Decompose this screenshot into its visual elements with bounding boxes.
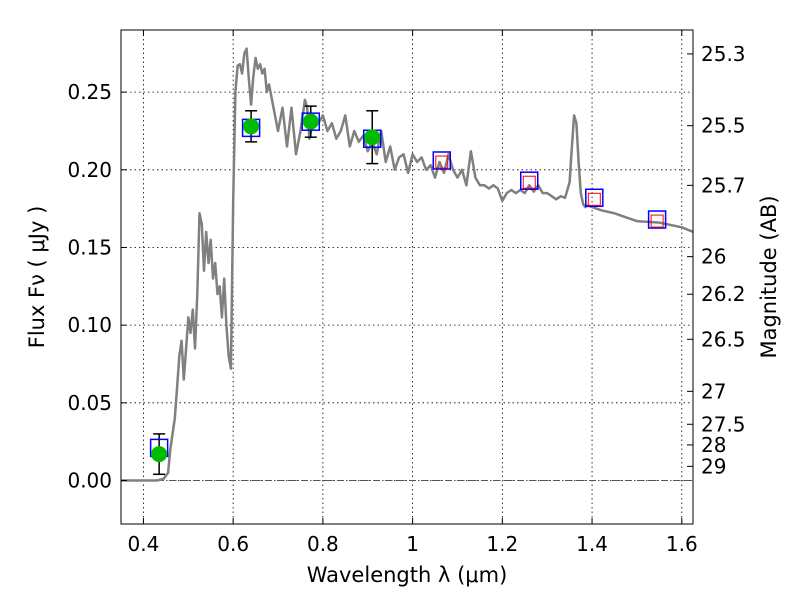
y2-tick-label: 25.7 <box>701 173 746 197</box>
y2-tick-label: 26 <box>701 245 726 269</box>
predicted-points <box>435 155 664 228</box>
x-tick-label: 1.6 <box>666 532 698 556</box>
y-tick-label: 0.10 <box>67 313 112 337</box>
x-tick-label: 0.4 <box>128 532 160 556</box>
y2-tick-label: 25.5 <box>701 114 746 138</box>
x-tick-label: 0.8 <box>307 532 339 556</box>
y2-tick-label: 27.5 <box>701 412 746 436</box>
x-axis-label: Wavelength λ (μm) <box>307 563 508 587</box>
observed-point <box>243 118 260 135</box>
y2-tick-label: 26.2 <box>701 282 746 306</box>
grid <box>121 30 693 524</box>
observed-point <box>151 446 168 463</box>
y2-axis-label: Magnitude (AB) <box>757 195 781 358</box>
model-point <box>432 151 452 170</box>
model-point <box>520 171 539 190</box>
predicted-point <box>650 214 664 228</box>
observed-point <box>364 129 381 146</box>
y2-tick-label: 27 <box>701 379 726 403</box>
observed-point <box>302 113 319 130</box>
predicted-point <box>522 175 536 189</box>
y2-tick-label: 28 <box>701 433 726 457</box>
y-axis-label: Flux Fν ( μJy ) <box>25 206 49 349</box>
model-point <box>647 210 667 229</box>
error-bars <box>153 105 379 476</box>
plot-frame <box>120 29 694 525</box>
x-tick-label: 0.6 <box>217 532 249 556</box>
observed-points <box>151 113 381 463</box>
y2-tick-label: 29 <box>701 454 726 478</box>
spectrum-series <box>121 47 694 482</box>
y-tick-label: 0.25 <box>67 80 112 104</box>
ticks: 0.4 0.6 0.8 1 1.2 1.4 1.6 0.00 0.05 0.10 0.15 0.20 0… <box>67 30 746 556</box>
y-tick-label: 0.15 <box>67 235 112 259</box>
y-tick-label: 0.00 <box>67 469 112 493</box>
spectrum-line <box>121 47 694 482</box>
model-point <box>585 188 604 208</box>
x-tick-label: 1 <box>406 532 419 556</box>
model-points <box>149 112 667 458</box>
y-tick-label: 0.20 <box>67 158 112 182</box>
y2-tick-label: 25.3 <box>701 42 746 66</box>
model-point <box>301 112 321 131</box>
predicted-point <box>587 192 601 206</box>
x-tick-label: 1.2 <box>486 532 518 556</box>
y2-tick-label: 26.5 <box>701 327 746 351</box>
y-tick-label: 0.05 <box>67 391 112 415</box>
x-tick-label: 1.4 <box>576 532 608 556</box>
predicted-point <box>435 155 449 169</box>
